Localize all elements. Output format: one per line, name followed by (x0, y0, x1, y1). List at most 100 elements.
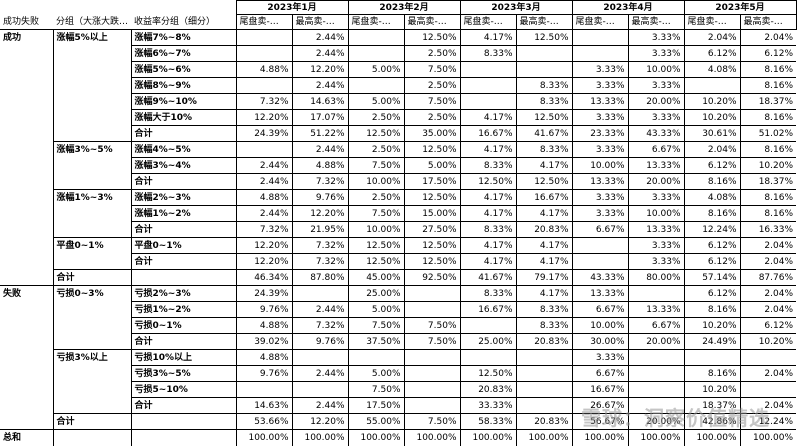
table-row: 涨幅3%~5% 涨幅4%~5% 2.44% 2.50% 12.50% 4.17% 8.33%… (0, 141, 797, 158)
value-cell: 6.12% (683, 253, 741, 270)
outcome-cell (0, 350, 53, 366)
value-cell: 2.44% (235, 157, 293, 174)
value-cell: 5.00% (347, 61, 405, 78)
group-cell (52, 429, 132, 446)
value-cell: 2.44% (291, 365, 349, 382)
header-return-group[interactable]: 收益率分组（细分） (131, 14, 237, 30)
value-cell: 2.04% (739, 237, 797, 254)
subgroup-cell (130, 269, 237, 286)
header-high-sell[interactable]: 最高卖-… (403, 14, 461, 30)
group-cell: 合计 (52, 413, 132, 430)
table-row: 亏损3%以上 亏损10%以上 4.88% 3.33% (0, 349, 797, 366)
header-close-sell[interactable]: 尾盘卖-… (459, 14, 517, 30)
value-cell (403, 381, 461, 398)
header-group[interactable]: 分组（大涨大跌… (53, 14, 132, 30)
value-cell: 4.17% (459, 237, 517, 254)
value-cell: 23.33% (571, 125, 629, 142)
table-row: 合计 7.32% 21.95% 10.00% 27.50% 8.33% 20.83% 6.67… (0, 221, 797, 238)
month-header: 2023年3月 (459, 0, 573, 15)
outcome-cell (0, 94, 53, 110)
value-cell: 100.00% (403, 429, 461, 446)
value-cell: 6.12% (739, 45, 797, 62)
header-close-sell[interactable]: 尾盘卖-… (347, 14, 405, 30)
value-cell: 24.39% (235, 285, 293, 302)
value-cell: 12.20% (235, 253, 293, 270)
value-cell: 100.00% (459, 429, 517, 446)
value-cell: 4.17% (459, 189, 517, 206)
value-cell: 8.33% (515, 77, 573, 94)
value-cell: 13.33% (571, 93, 629, 110)
value-cell: 43.33% (571, 269, 629, 286)
value-cell: 2.44% (235, 173, 293, 190)
value-cell: 3.33% (627, 189, 685, 206)
header-high-sell[interactable]: 最高卖-… (291, 14, 349, 30)
group-cell: 涨幅3%~5% (52, 141, 132, 158)
header-high-sell[interactable]: 最高卖-… (515, 14, 573, 30)
header-high-sell[interactable]: 最高卖-… (739, 14, 797, 30)
subgroup-cell: 涨幅9%~10% (130, 93, 237, 110)
value-cell: 46.34% (235, 269, 293, 286)
outcome-cell (0, 222, 53, 238)
value-cell (515, 349, 573, 366)
group-cell (52, 317, 132, 334)
group-cell: 平盘0~1% (52, 237, 132, 254)
value-cell: 100.00% (347, 429, 405, 446)
header-close-sell[interactable]: 尾盘卖-… (683, 14, 741, 30)
table-row: 涨幅1%~2% 2.44% 12.20% 7.50% 15.00% 4.17% 4.17% 3… (0, 205, 797, 222)
value-cell: 100.00% (235, 429, 293, 446)
value-cell: 4.08% (683, 61, 741, 78)
value-cell: 12.20% (291, 205, 349, 222)
value-cell (347, 349, 405, 366)
value-cell: 53.66% (235, 413, 293, 430)
value-cell: 41.67% (515, 125, 573, 142)
value-cell: 51.02% (739, 125, 797, 142)
value-cell: 18.37% (683, 397, 741, 414)
value-cell: 20.00% (627, 93, 685, 110)
group-cell: 亏损0~3% (52, 285, 132, 302)
value-cell: 8.16% (739, 141, 797, 158)
header-close-sell[interactable]: 尾盘卖-… (235, 14, 293, 30)
table-row: 涨幅6%~7% 2.44% 2.50% 8.33% 3.33% 6.12% 6.12% (0, 45, 797, 62)
value-cell (403, 285, 461, 302)
value-cell: 20.00% (627, 333, 685, 350)
table-row: 涨幅8%~9% 2.44% 2.50% 8.33% 3.33% 3.33% 8.16% (0, 77, 797, 94)
value-cell: 3.33% (627, 29, 685, 46)
value-cell: 42.86% (683, 413, 741, 430)
table-row: 涨幅1%~3% 涨幅2%~3% 4.88% 9.76% 2.50% 12.50% 4.17%… (0, 189, 797, 206)
value-cell: 56.67% (571, 413, 629, 430)
value-cell: 20.00% (627, 413, 685, 430)
value-cell (459, 61, 517, 78)
value-cell: 20.00% (627, 173, 685, 190)
value-cell: 20.83% (515, 333, 573, 350)
group-cell (52, 365, 132, 382)
value-cell: 8.33% (515, 141, 573, 158)
value-cell: 4.88% (235, 189, 293, 206)
value-cell (403, 365, 461, 382)
value-cell: 12.50% (403, 189, 461, 206)
value-cell: 6.12% (683, 45, 741, 62)
table-row: 亏损1%~2% 9.76% 2.44% 5.00% 16.67% 8.33% 6.67% 13… (0, 301, 797, 318)
value-cell (515, 61, 573, 78)
value-cell: 7.50% (347, 157, 405, 174)
value-cell (291, 285, 349, 302)
header-high-sell[interactable]: 最高卖-… (627, 14, 685, 30)
subgroup-cell (130, 429, 237, 446)
outcome-cell (0, 190, 53, 206)
value-cell: 92.50% (403, 269, 461, 286)
outcome-cell (0, 206, 53, 222)
value-cell: 12.50% (403, 29, 461, 46)
value-cell: 16.33% (739, 221, 797, 238)
header-close-sell[interactable]: 尾盘卖-… (571, 14, 629, 30)
subgroup-cell: 涨幅8%~9% (130, 77, 237, 94)
value-cell: 2.04% (739, 29, 797, 46)
table-row: 亏损3%~5% 9.76% 2.44% 5.00% 12.50% 6.67% 8.16% 2.… (0, 365, 797, 382)
header-success-fail[interactable]: 成功失败 (0, 14, 53, 30)
value-cell: 10.00% (347, 173, 405, 190)
table-row: 成功 涨幅5%以上 涨幅7%~8% 2.44% 12.50% 4.17% 12.50% 3.3… (0, 29, 797, 46)
value-cell: 12.50% (347, 253, 405, 270)
group-cell (52, 301, 132, 318)
outcome-cell: 总和 (0, 429, 53, 446)
value-cell: 10.20% (739, 333, 797, 350)
table-row: 涨幅5%~6% 4.88% 12.20% 5.00% 7.50% 3.33% 10.00% 4… (0, 61, 797, 78)
